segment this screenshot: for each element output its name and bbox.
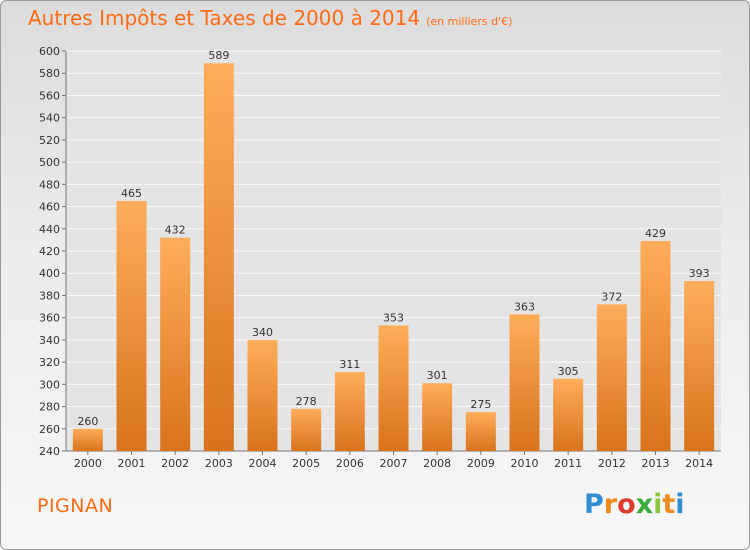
x-tick-label: 2009 <box>467 457 495 470</box>
bar-value-label: 429 <box>645 227 666 240</box>
bar <box>509 314 540 451</box>
x-tick-label: 2006 <box>336 457 364 470</box>
bar-value-label: 432 <box>165 224 186 237</box>
bar <box>640 241 671 451</box>
bar-value-label: 589 <box>208 49 229 62</box>
bar-value-label: 363 <box>514 300 535 313</box>
bar-value-label: 393 <box>689 267 710 280</box>
bar-value-label: 465 <box>121 187 142 200</box>
bar <box>422 383 453 451</box>
place-name: PIGNAN <box>37 495 114 517</box>
logo-letter: r <box>603 489 618 520</box>
x-tick-label: 2013 <box>642 457 670 470</box>
bar <box>160 237 191 451</box>
y-tick-label: 460 <box>39 201 60 214</box>
y-tick-label: 560 <box>39 89 60 102</box>
y-tick-label: 520 <box>39 134 60 147</box>
logo-letter: t <box>662 489 676 520</box>
x-tick-label: 2014 <box>685 457 713 470</box>
y-tick-label: 480 <box>39 178 60 191</box>
bar-value-label: 260 <box>77 415 98 428</box>
chart-title: Autres Impôts et Taxes de 2000 à 2014 (en… <box>28 6 513 30</box>
x-tick-label: 2008 <box>423 457 451 470</box>
y-tick-label: 600 <box>39 45 60 58</box>
bar <box>465 412 496 451</box>
y-tick-label: 360 <box>39 312 60 325</box>
y-tick-label: 280 <box>39 401 60 414</box>
y-tick-label: 540 <box>39 112 60 125</box>
x-tick-label: 2012 <box>598 457 626 470</box>
y-tick-label: 420 <box>39 245 60 258</box>
bar-value-label: 372 <box>601 290 622 303</box>
x-tick-label: 2007 <box>380 457 408 470</box>
bar <box>291 408 322 451</box>
y-tick-label: 240 <box>39 445 60 458</box>
y-tick-label: 580 <box>39 67 60 80</box>
x-tick-label: 2001 <box>118 457 146 470</box>
chart-subtitle: (en milliers d'€) <box>426 15 513 28</box>
bar <box>553 378 584 451</box>
x-tick-label: 2005 <box>292 457 320 470</box>
y-tick-label: 300 <box>39 378 60 391</box>
y-tick-label: 320 <box>39 356 60 369</box>
y-tick-label: 340 <box>39 334 60 347</box>
x-tick-label: 2002 <box>161 457 189 470</box>
bar <box>203 63 234 451</box>
bar-value-label: 275 <box>470 398 491 411</box>
bar <box>72 428 103 451</box>
logo-letter: i <box>675 489 685 520</box>
logo-letter: i <box>653 489 663 520</box>
y-tick-label: 260 <box>39 423 60 436</box>
bar-value-label: 311 <box>339 358 360 371</box>
logo-letter: P <box>584 489 604 520</box>
proxiti-logo: Proxiti <box>584 489 685 520</box>
y-tick-label: 380 <box>39 289 60 302</box>
y-tick-label: 440 <box>39 223 60 236</box>
x-tick-label: 2003 <box>205 457 233 470</box>
logo-letter: o <box>617 489 636 520</box>
logo-letter: x <box>635 489 654 520</box>
bar <box>378 325 409 451</box>
bar-value-label: 353 <box>383 311 404 324</box>
bar <box>596 304 627 451</box>
bar <box>334 372 365 451</box>
bar-value-label: 340 <box>252 326 273 339</box>
bar-value-label: 278 <box>296 395 317 408</box>
x-tick-label: 2000 <box>74 457 102 470</box>
bar <box>247 339 278 451</box>
bar <box>116 201 147 451</box>
bar <box>684 281 715 451</box>
bar-value-label: 305 <box>558 365 579 378</box>
x-tick-label: 2011 <box>554 457 582 470</box>
bar-value-label: 301 <box>427 369 448 382</box>
x-tick-label: 2010 <box>511 457 539 470</box>
y-tick-label: 400 <box>39 267 60 280</box>
x-tick-label: 2004 <box>249 457 277 470</box>
y-tick-label: 500 <box>39 156 60 169</box>
